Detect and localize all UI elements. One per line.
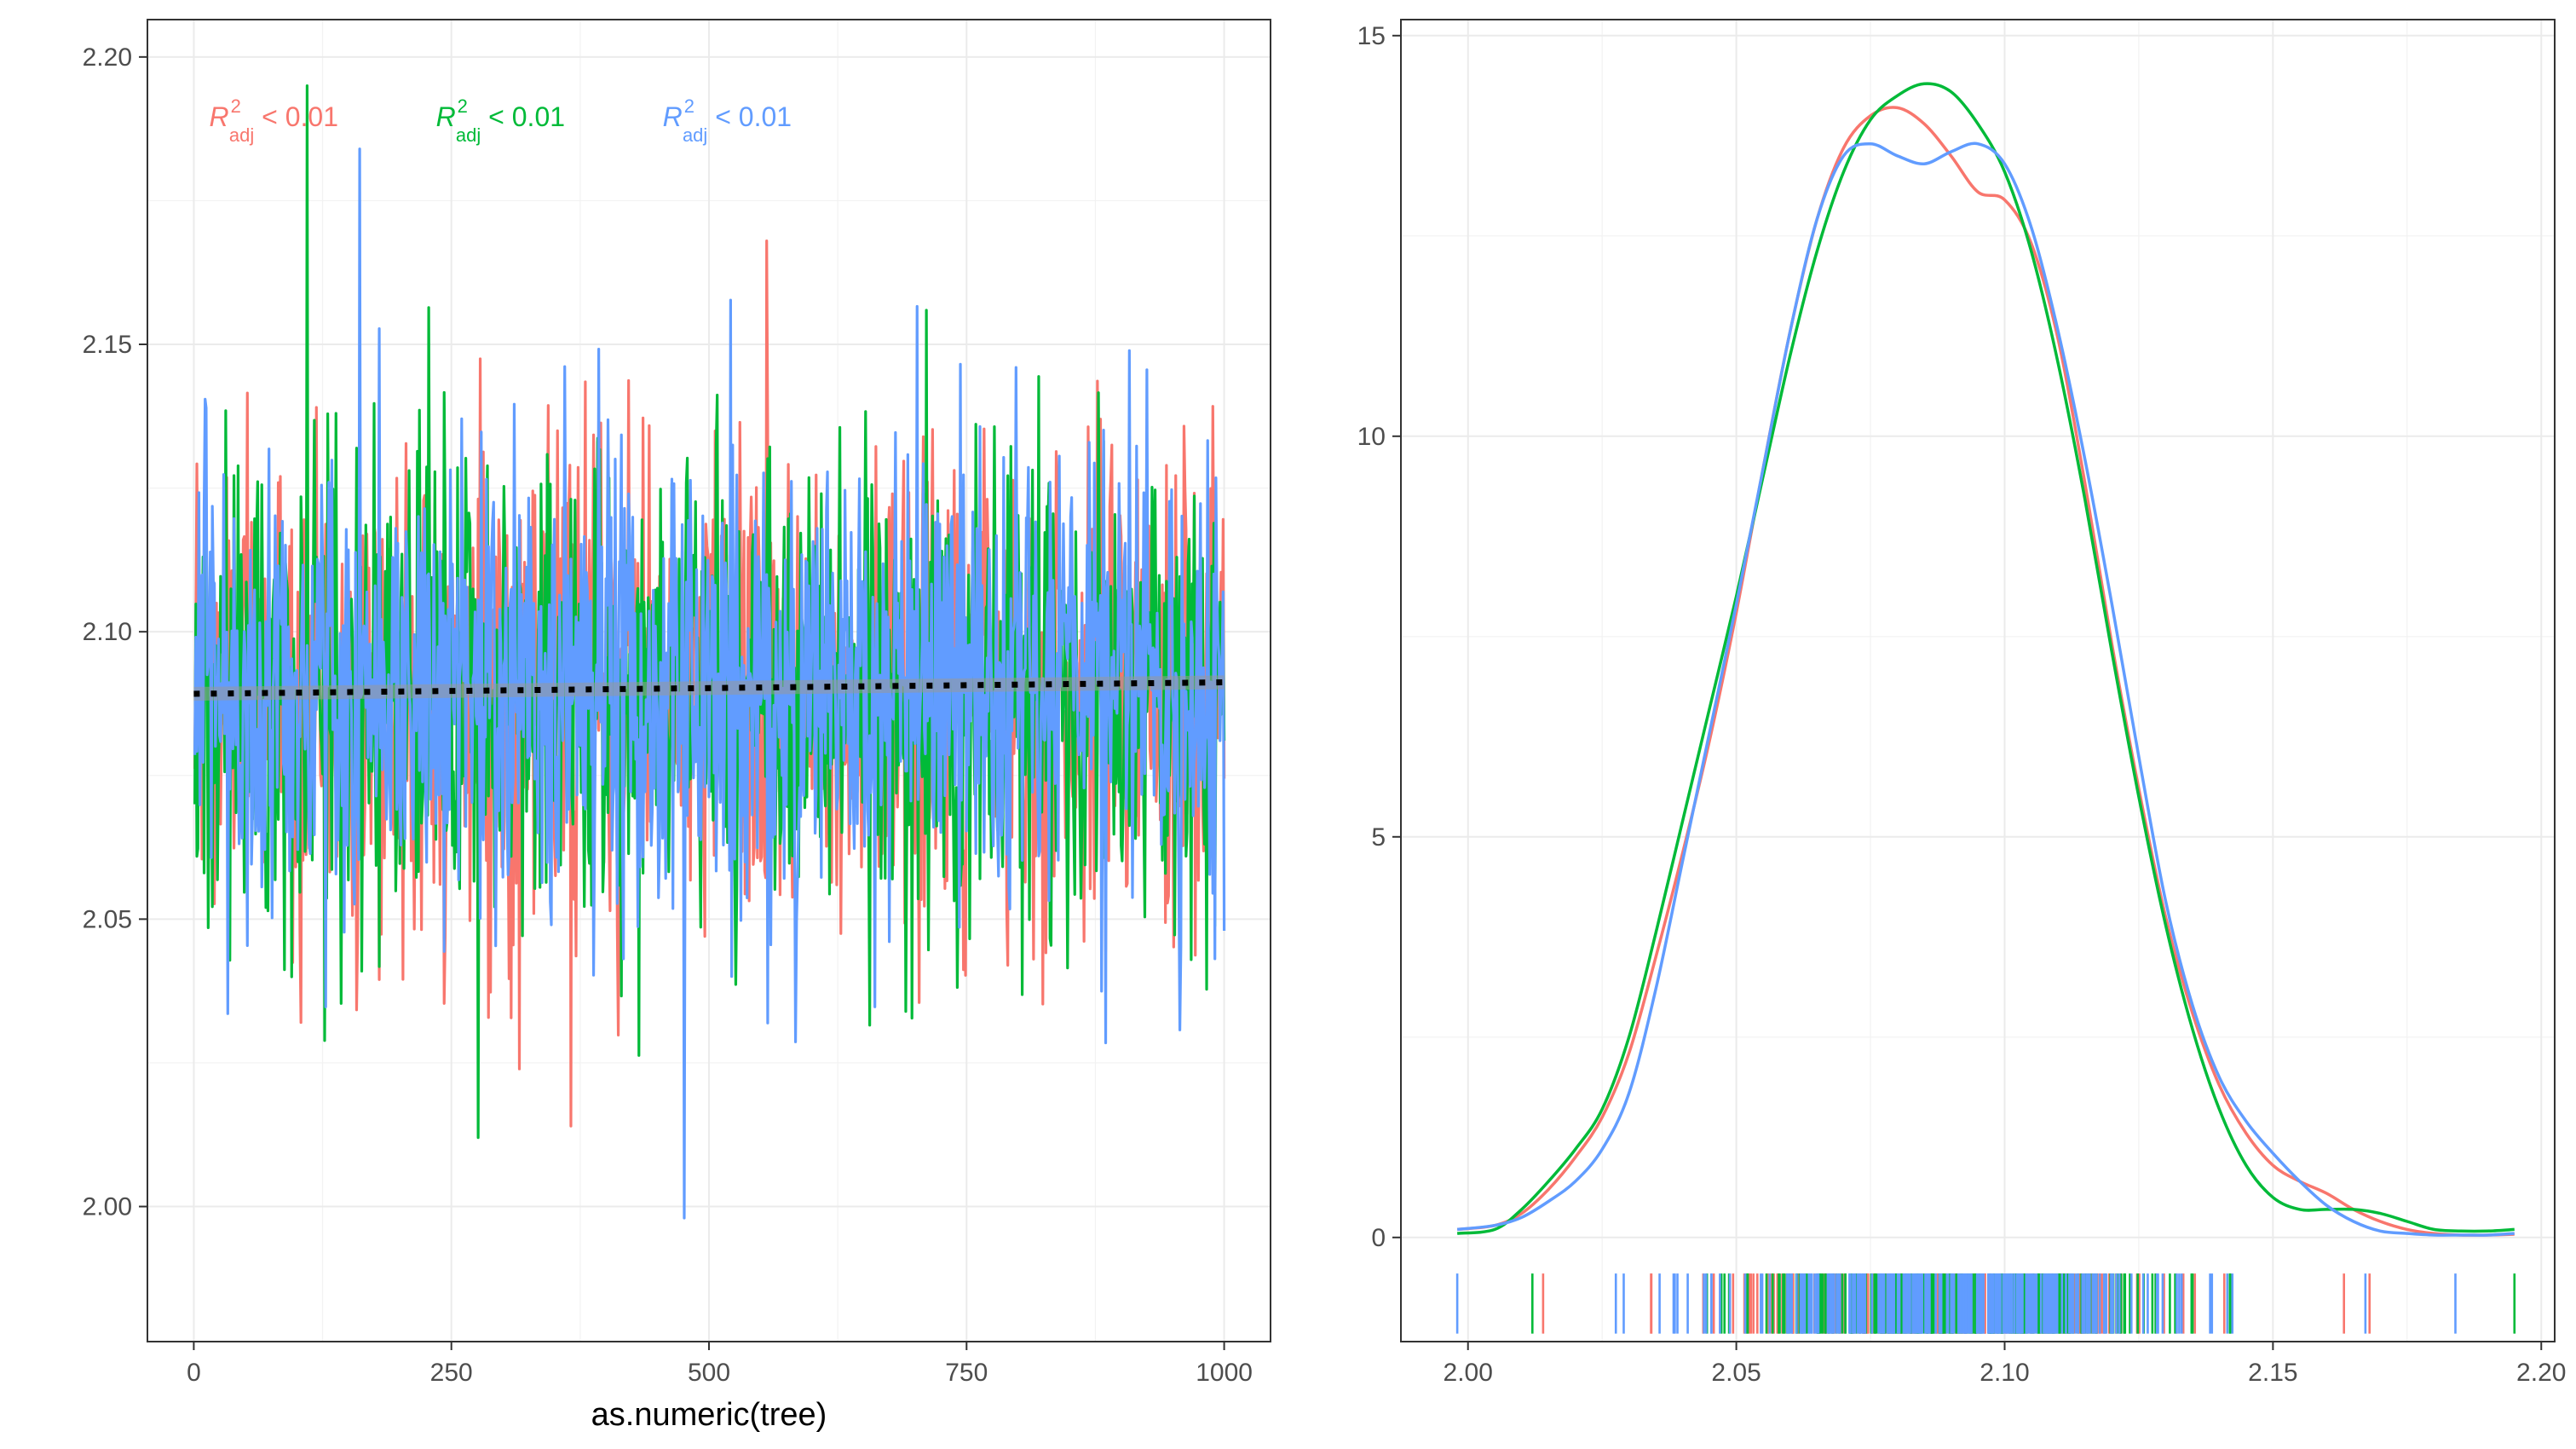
trace-x-tick-label: 250: [430, 1359, 473, 1387]
trace-annotations: R2 adj < 0.01 R2 adj < 0.01 R2 adj < 0.01: [210, 95, 792, 146]
trace-y-axis: 2.00 2.05 2.10 2.15 2.20: [83, 43, 147, 1221]
r2-annotation-1: R2 adj < 0.01: [210, 95, 338, 146]
density-x-tick-label: 2.10: [1980, 1359, 2029, 1387]
density-gridlines: [1401, 20, 2555, 1342]
trace-trend-dotted-line: [193, 679, 1225, 697]
trace-y-tick-label: 2.10: [83, 618, 132, 646]
density-curve-3: [1456, 141, 2515, 1237]
density-y-axis: 0 5 10 15: [1357, 22, 1401, 1252]
density-panel-border: [1400, 19, 2556, 1342]
trace-y-tick-label: 2.00: [83, 1193, 132, 1221]
trace-panel: R2 adj < 0.01 R2 adj < 0.01 R2 adj < 0.01 0 25…: [83, 19, 1271, 1433]
trace-x-tick-label: 0: [187, 1359, 201, 1387]
r2-annotation-text: R2 adj < 0.01: [436, 95, 565, 146]
trace-trend-line: [193, 675, 1225, 701]
density-rug: [1455, 1273, 2516, 1334]
trace-y-tick-label: 2.20: [83, 43, 132, 72]
density-x-tick-label: 2.15: [2248, 1359, 2297, 1387]
density-rug-series-3: [1455, 1273, 2457, 1334]
density-x-tick-label: 2.20: [2516, 1359, 2566, 1387]
density-curve-2: [1456, 82, 2515, 1235]
density-y-tick-label: 5: [1371, 823, 1386, 852]
density-series-group: [1456, 82, 2515, 1237]
r2-annotation-2: R2 adj < 0.01: [436, 95, 565, 146]
trace-series-line-3: [193, 147, 1226, 1220]
density-x-tick-label: 2.00: [1444, 1359, 1493, 1387]
density-x-axis: 2.00 2.05 2.10 2.15 2.20: [1444, 1342, 2566, 1387]
density-x-tick-label: 2.05: [1711, 1359, 1761, 1387]
r2-annotation-3: R2 adj < 0.01: [663, 95, 792, 146]
trace-y-tick-label: 2.05: [83, 905, 132, 933]
density-y-tick-label: 10: [1357, 423, 1386, 451]
density-panel: 2.00 2.05 2.10 2.15 2.20 0 5 10 15: [1357, 19, 2566, 1387]
density-curve-1: [1456, 106, 2515, 1237]
r2-annotation-text: R2 adj < 0.01: [210, 95, 338, 146]
r2-annotation-text: R2 adj < 0.01: [663, 95, 792, 146]
trace-x-axis: 0 250 500 750 1000: [187, 1342, 1253, 1387]
trace-x-axis-title: as.numeric(tree): [591, 1397, 827, 1433]
density-y-tick-label: 0: [1371, 1224, 1386, 1252]
trace-x-tick-label: 750: [945, 1359, 988, 1387]
trace-x-tick-label: 500: [688, 1359, 730, 1387]
density-panel-background: [1401, 20, 2555, 1342]
trace-x-tick-label: 1000: [1196, 1359, 1253, 1387]
trace-y-tick-label: 2.15: [83, 331, 132, 359]
density-y-tick-label: 15: [1357, 22, 1386, 50]
